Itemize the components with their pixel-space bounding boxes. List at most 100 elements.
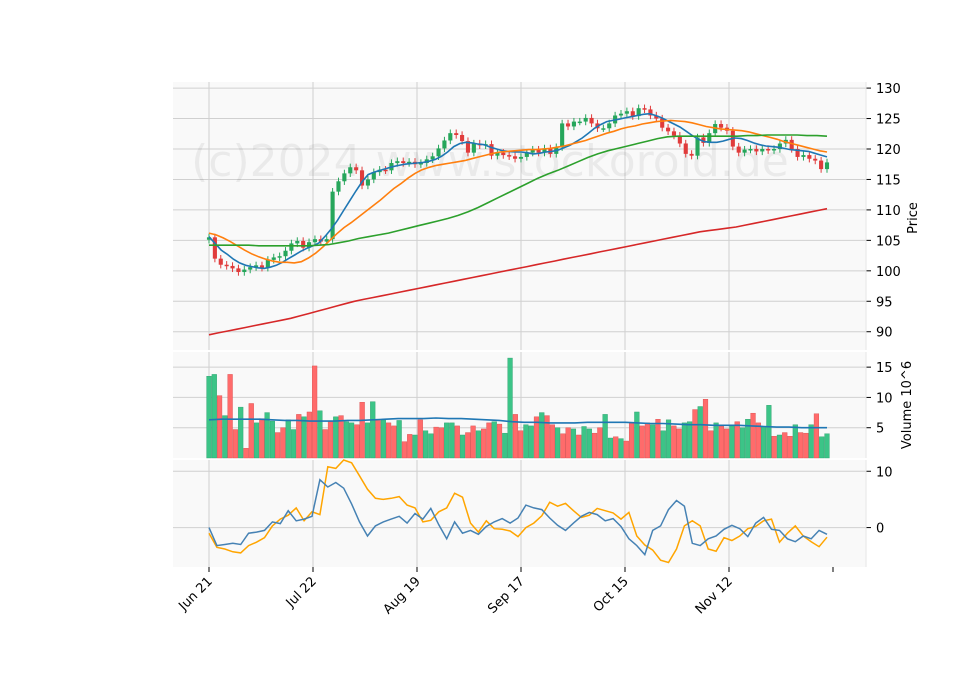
- candle-body: [465, 141, 471, 153]
- volume-bar: [380, 419, 386, 459]
- candle-body: [312, 239, 318, 243]
- candle-body: [442, 140, 447, 149]
- indicator-panel-background: [173, 460, 866, 567]
- volume-bar: [243, 448, 249, 459]
- candle-body: [648, 109, 653, 116]
- volume-bar: [422, 430, 429, 459]
- moving-average-line: [208, 207, 828, 336]
- volume-bar: [248, 403, 254, 459]
- candle-body: [589, 117, 594, 124]
- indicator-marks: [208, 459, 828, 564]
- volume-bar: [296, 414, 302, 459]
- volume-bar: [227, 374, 233, 459]
- candle-body: [401, 161, 406, 164]
- volume-bar: [512, 414, 518, 459]
- indicator-line: [208, 459, 828, 564]
- volume-bar: [206, 376, 212, 459]
- candle-body: [295, 240, 300, 244]
- candle-body: [624, 111, 629, 114]
- candle-body: [760, 149, 765, 152]
- volume-bar: [792, 424, 798, 459]
- candle-body: [471, 143, 476, 153]
- candle-body: [212, 237, 217, 259]
- candle-body: [695, 137, 700, 156]
- volume-bar: [560, 433, 566, 459]
- volume-bar: [798, 432, 804, 459]
- candle-body: [501, 152, 506, 156]
- volume-bar: [359, 402, 365, 459]
- volume-bar: [729, 424, 735, 459]
- volume-bar: [317, 410, 323, 459]
- volume-bar: [518, 430, 524, 459]
- candle-body: [518, 156, 524, 159]
- volume-bar: [502, 432, 508, 459]
- candle-body: [630, 111, 635, 117]
- candle-body: [677, 135, 682, 144]
- volume-bar: [597, 427, 603, 459]
- candle-body: [536, 149, 541, 153]
- volume-bar: [438, 427, 444, 459]
- candle-body: [254, 265, 259, 268]
- price-y-tick-label: 90: [876, 326, 893, 341]
- volume-bar: [734, 421, 740, 459]
- volume-bar: [713, 422, 719, 459]
- candle-body: [348, 167, 353, 174]
- candle-body: [230, 265, 235, 269]
- x-tick-label: Aug 19: [381, 574, 424, 617]
- volume-bar: [253, 422, 260, 459]
- volume-bar: [776, 434, 783, 459]
- volume-bar: [576, 434, 582, 459]
- candle-body: [642, 108, 647, 110]
- volume-bar: [301, 416, 307, 459]
- volume-bar: [739, 427, 746, 459]
- candle-body: [571, 121, 576, 127]
- volume-bar: [449, 422, 455, 459]
- candle-body: [283, 250, 288, 257]
- candle-body: [324, 239, 329, 242]
- volume-bar: [528, 425, 534, 459]
- volume-bar: [618, 438, 624, 459]
- candle-body: [407, 161, 412, 164]
- x-tick-label: Jun 21: [176, 574, 216, 614]
- volume-bar: [607, 437, 614, 459]
- volume-bar: [671, 425, 677, 459]
- candle-body: [277, 256, 282, 258]
- candle-body: [495, 152, 500, 156]
- candle-body: [524, 152, 529, 157]
- average-volume-line: [208, 417, 827, 429]
- candle-body: [512, 156, 518, 159]
- volume-bar: [708, 430, 714, 459]
- candle-body: [306, 242, 312, 248]
- volume-bar: [808, 424, 814, 459]
- volume-bar: [676, 428, 682, 459]
- candle-body: [248, 267, 253, 270]
- candle-body: [371, 172, 376, 180]
- candle-body: [418, 163, 423, 165]
- price-axis-label: Price: [906, 202, 921, 234]
- volume-bar: [322, 429, 328, 459]
- volume-bar: [428, 433, 434, 459]
- candle-body: [766, 149, 771, 151]
- candle-body: [365, 179, 370, 186]
- volume-bar: [343, 421, 349, 459]
- volume-bar: [687, 421, 693, 459]
- volume-bar: [216, 395, 223, 459]
- candle-body: [395, 161, 400, 164]
- candle-body: [660, 118, 665, 128]
- x-tick-label: Sep 17: [485, 574, 528, 617]
- candle-body: [748, 149, 753, 151]
- volume-bar: [327, 420, 334, 459]
- candle-body: [777, 143, 782, 149]
- candle-body: [565, 123, 571, 127]
- volume-bar: [555, 427, 561, 459]
- volume-bar: [481, 428, 487, 459]
- volume-bar: [771, 435, 777, 459]
- volume-bar: [290, 429, 297, 459]
- volume-bar: [539, 412, 545, 459]
- indicator-y-tick-label: 10: [876, 465, 893, 480]
- volume-bar: [222, 415, 228, 459]
- volume-y-tick-label: 15: [876, 361, 893, 376]
- volume-bar: [507, 357, 513, 459]
- volume-bar: [459, 434, 466, 459]
